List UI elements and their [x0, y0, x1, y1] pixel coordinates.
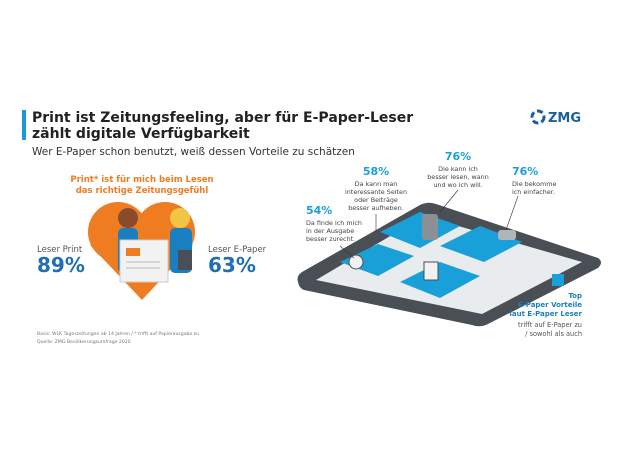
logo: ZMG	[548, 111, 581, 126]
callout-text: Die bekomme	[512, 180, 556, 188]
group-label: Leser Print	[37, 245, 83, 255]
callout-text: Da finde ich mich	[306, 219, 362, 227]
left-heading: Print* ist für mich beim Lesen	[70, 175, 213, 185]
tablet-illustration	[297, 189, 601, 327]
legend-title: E-Paper Vorteile	[518, 301, 582, 309]
left-heading: das richtige Zeitungsgefühl	[76, 186, 209, 196]
group-value: 89%	[37, 253, 85, 277]
callout-text: interessante Seiten	[345, 188, 407, 196]
callout-text: besser zurecht.	[306, 235, 355, 243]
callout-text: Die kann ich	[438, 165, 478, 173]
legend-note: trifft auf E-Paper zu	[518, 321, 582, 329]
legend-title: laut E-Paper Leser	[510, 310, 583, 318]
group-label: Leser E-Paper	[208, 245, 267, 255]
legend-note: / sowohl als auch	[525, 330, 582, 338]
callout-text: besser lesen, wann	[427, 173, 489, 181]
accent-bar	[22, 110, 26, 140]
logo-icon	[530, 109, 546, 125]
callout-text: in der Ausgabe	[306, 227, 354, 235]
callout-text: Da kann man	[355, 180, 398, 188]
footnote: Basis: WLK Tageszeitungen ab 14 Jahren /…	[37, 331, 199, 337]
callout-text: besser aufheben.	[348, 204, 404, 212]
heart-illustration	[88, 202, 195, 300]
callout-text: ich einfacher.	[512, 188, 555, 196]
callout-value: 76%	[512, 165, 538, 178]
title: zählt digitale Verfügbarkeit	[32, 126, 250, 142]
callout-value: 54%	[306, 204, 332, 217]
callout-value: 76%	[445, 150, 471, 163]
callout-value: 58%	[363, 165, 389, 178]
title: Print ist Zeitungsfeeling, aber für E-Pa…	[32, 110, 413, 126]
callout-text: und wo ich will.	[433, 181, 482, 189]
footnote: Quelle: ZMG Bevölkerungsumfrage 2020	[37, 339, 131, 345]
group-value: 63%	[208, 253, 256, 277]
callout-text: oder Beiträge	[354, 196, 398, 204]
legend-title: Top	[568, 292, 582, 300]
subtitle: Wer E-Paper schon benutzt, weiß dessen V…	[32, 146, 355, 158]
